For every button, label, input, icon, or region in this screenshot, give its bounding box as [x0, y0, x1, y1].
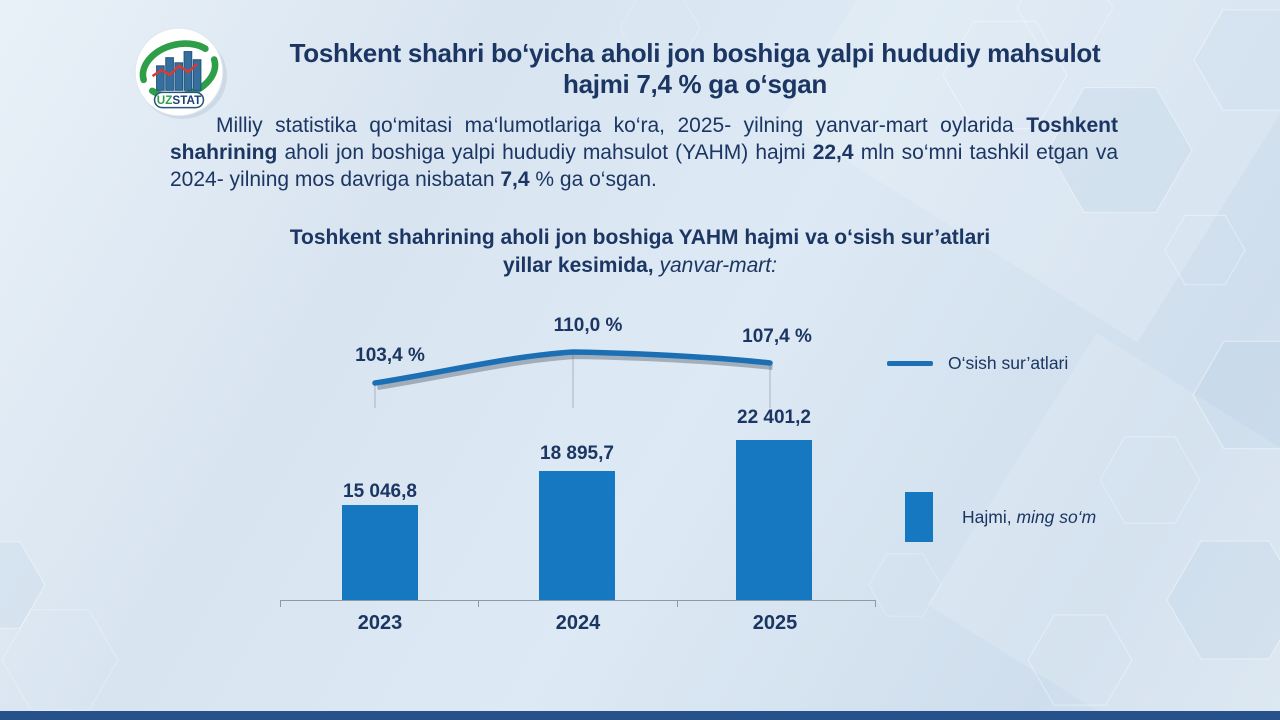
droplines [374, 354, 771, 408]
axis-tick [280, 600, 281, 607]
axis-tick [478, 600, 479, 607]
legend-bar-label-prefix: Hajmi, [962, 507, 1017, 527]
bar-data-label-2024: 18 895,7 [540, 443, 614, 464]
line-data-label-2024: 110,0 % [553, 315, 623, 336]
uzstat-logo: UZSTAT [134, 27, 227, 119]
page-title-line1: Toshkent shahri bo‘yicha aholi jon boshi… [289, 38, 1101, 68]
chart-title-line2-bold: yillar kesimida, [503, 254, 654, 277]
page-title: Toshkent shahri bo‘yicha aholi jon boshi… [110, 38, 1280, 100]
intro-bold-city: Toshkent shahrining [170, 114, 1118, 164]
intro-paragraph: Milliy statistika qo‘mitasi ma‘lumotlari… [170, 112, 1118, 193]
logo-wordmark: UZSTAT [157, 94, 202, 107]
legend-bar-label-unit: ming so‘m [1016, 507, 1097, 527]
bar-data-label-2023: 15 046,8 [343, 481, 417, 502]
footer-bar [0, 711, 1280, 720]
chart-title-line1: Toshkent shahrining aholi jon boshiga YA… [289, 226, 991, 249]
line-data-label-2025: 107,4 % [742, 326, 812, 347]
legend-line-swatch [887, 361, 933, 366]
intro-bold-value: 22,4 [812, 141, 854, 164]
legend-bar-label: Hajmi, ming so‘m [962, 507, 1096, 528]
x-axis-label-2023: 2023 [357, 612, 403, 634]
intro-text: aholi jon boshiga yalpi hududiy mahsulot… [277, 141, 813, 164]
legend-line-label: O‘sish sur’atlari [948, 353, 1069, 373]
growth-rate-line-chart [372, 349, 773, 408]
axis-tick [677, 600, 678, 607]
growth-rate-line [372, 349, 773, 386]
x-axis [280, 600, 876, 601]
axis-tick [875, 600, 876, 607]
volume-bar-2023 [342, 505, 418, 600]
volume-bar-2024 [539, 471, 615, 600]
line-data-label-2023: 103,4 % [355, 345, 425, 366]
x-axis-label-2025: 2025 [752, 612, 798, 634]
volume-bar-2025 [736, 440, 812, 600]
logo-trend-line-icon [151, 62, 199, 78]
intro-text: % ga o‘sgan. [529, 168, 657, 191]
intro-bold-growth: 7,4 [500, 168, 530, 191]
chart-title: Toshkent shahrining aholi jon boshiga YA… [160, 224, 1120, 280]
line-shadow [377, 353, 773, 390]
logo-label-pill [153, 91, 205, 109]
chart-title-line2-italic: yanvar-mart: [653, 254, 777, 277]
bar-data-label-2025: 22 401,2 [737, 407, 811, 428]
intro-text: Milliy statistika qo‘mitasi ma‘lumotlari… [216, 114, 1027, 137]
x-axis-label-2024: 2024 [555, 612, 601, 634]
legend-bar-swatch [905, 492, 933, 542]
page-title-line2: hajmi 7,4 % ga o‘sgan [563, 69, 827, 99]
intro-text: mln so‘mni tashkil etgan va 2024- yilnin… [170, 141, 1118, 191]
chart-title-line2: yillar kesimida, yanvar-mart: [160, 252, 1120, 280]
